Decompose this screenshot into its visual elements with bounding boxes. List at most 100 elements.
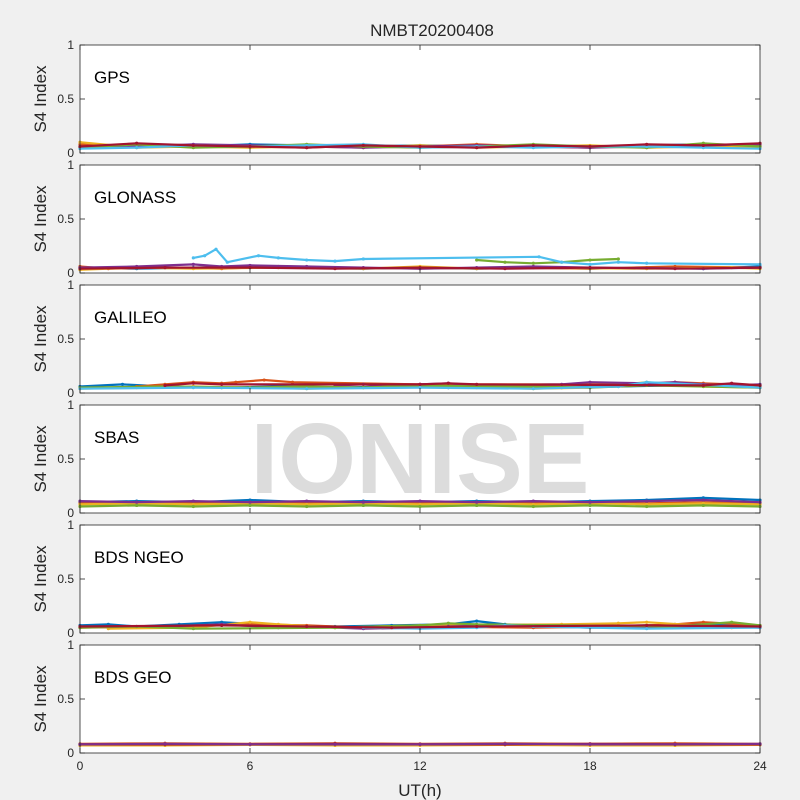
data-point <box>305 504 309 509</box>
data-point <box>305 258 309 262</box>
data-point <box>256 254 261 258</box>
data-point <box>191 627 195 631</box>
system-label: GALILEO <box>94 308 167 327</box>
data-point <box>248 620 252 624</box>
data-point <box>333 259 337 263</box>
plot-area <box>80 45 760 153</box>
panel-glonass: 0 0.5 1 S4 Index GLONASS <box>31 158 762 280</box>
data-point <box>531 387 535 391</box>
data-point <box>163 383 167 388</box>
y-tick-label: 0.5 <box>57 92 74 106</box>
data-point <box>203 254 207 258</box>
data-point <box>214 247 218 251</box>
data-point <box>645 499 649 503</box>
data-point <box>673 742 677 746</box>
data-point <box>588 262 592 266</box>
data-point <box>475 503 479 508</box>
data-point <box>673 267 677 271</box>
data-point <box>120 382 125 386</box>
data-point <box>701 143 705 148</box>
panel-galileo: 0 0.5 1 S4 Index GALILEO <box>31 278 762 400</box>
y-tick-label: 0.5 <box>57 212 74 226</box>
data-point <box>503 260 507 264</box>
data-point <box>220 623 224 628</box>
data-point <box>701 620 705 624</box>
data-point <box>418 382 422 386</box>
panel-bds-geo: 0 0.5 1 0 6 12 18 24 S4 Index BDS GEO <box>31 638 767 773</box>
data-point <box>475 500 479 504</box>
data-point <box>225 260 229 264</box>
data-point <box>503 267 507 271</box>
data-point <box>248 503 252 508</box>
data-point <box>333 267 337 271</box>
data-point <box>475 624 479 629</box>
data-point <box>276 256 280 260</box>
y-tick-label: 0.5 <box>57 332 74 346</box>
data-point <box>305 624 309 629</box>
system-label: SBAS <box>94 428 139 447</box>
panel-sbas: IONISE 0 0.5 1 S4 Index SBAS <box>31 398 762 520</box>
y-tick-label: 1 <box>67 158 74 172</box>
data-point <box>475 382 479 386</box>
data-point <box>503 742 507 746</box>
chart-title: NMBT20200408 <box>370 21 494 40</box>
data-point <box>191 256 195 260</box>
data-point <box>220 382 224 386</box>
panel-bds-ngeo: 0 0.5 1 S4 Index BDS NGEO <box>31 518 762 640</box>
y-axis-label: S4 Index <box>31 545 50 613</box>
data-point <box>135 503 139 508</box>
data-point <box>645 142 649 146</box>
data-point <box>106 622 110 626</box>
y-tick-label: 0 <box>67 146 74 160</box>
data-point <box>616 621 620 625</box>
data-point <box>248 500 252 504</box>
data-point <box>645 627 649 631</box>
data-point <box>163 266 167 270</box>
panel-gps: 0 0.5 1 S4 Index GPS <box>31 38 762 160</box>
data-point <box>418 504 422 509</box>
data-point <box>588 258 592 262</box>
panels: 0 0.5 1 S4 Index GPS 0 0.5 1 S4 Index GLONASS 0 0.5… <box>31 38 767 773</box>
system-label: BDS GEO <box>94 668 171 687</box>
data-point <box>645 623 649 628</box>
y-tick-label: 1 <box>67 638 74 652</box>
data-point <box>163 742 167 746</box>
data-point <box>446 621 450 625</box>
data-point <box>701 383 705 388</box>
data-point <box>616 257 620 261</box>
data-point <box>248 266 252 270</box>
plot-area <box>80 645 760 753</box>
y-axis-label: S4 Index <box>31 425 50 493</box>
y-tick-label: 1 <box>67 38 74 52</box>
data-point <box>191 386 195 390</box>
data-point <box>588 742 592 746</box>
y-tick-label: 0 <box>67 626 74 640</box>
data-point <box>475 258 479 262</box>
data-point <box>305 499 309 503</box>
data-point <box>135 500 139 504</box>
y-tick-label: 1 <box>67 398 74 412</box>
data-point <box>135 146 139 150</box>
data-point <box>418 144 422 149</box>
data-point <box>418 742 422 746</box>
plot-area <box>80 285 760 393</box>
data-point <box>475 146 479 150</box>
data-point <box>531 143 535 148</box>
data-point <box>588 500 592 504</box>
data-point <box>701 498 705 502</box>
data-point <box>248 144 252 149</box>
data-point <box>531 261 535 265</box>
data-point <box>191 381 195 385</box>
y-tick-label: 0 <box>67 746 74 760</box>
data-point <box>135 141 139 145</box>
series-line <box>475 257 620 265</box>
data-point <box>475 619 479 623</box>
data-point <box>191 499 195 503</box>
x-tick-label: 24 <box>753 759 767 773</box>
data-point <box>390 626 394 630</box>
data-point <box>333 742 337 746</box>
system-label: GLONASS <box>94 188 176 207</box>
data-point <box>531 504 535 509</box>
system-label: GPS <box>94 68 130 87</box>
